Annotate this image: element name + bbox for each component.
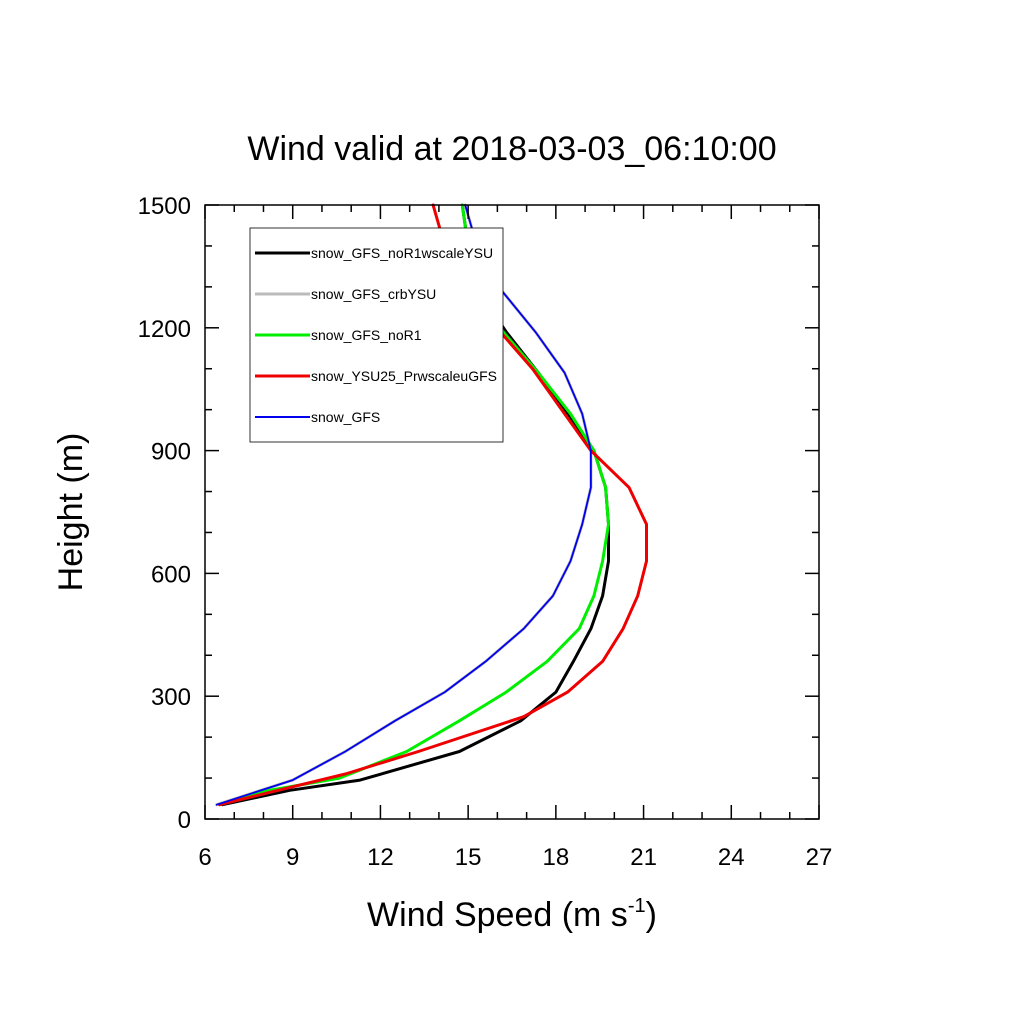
x-tick-label: 21 (630, 844, 657, 871)
series-line-snow_GFS_noR1wscaleYSU (221, 203, 610, 807)
y-axis-label: Height (m) (52, 433, 90, 592)
y-tick-label: 1200 (138, 316, 191, 343)
x-tick-label: 27 (806, 844, 833, 871)
x-tick-label: 24 (718, 844, 745, 871)
x-tick-label: 6 (198, 844, 211, 871)
x-tick-label: 12 (367, 844, 394, 871)
chart-title: Wind valid at 2018-03-03_06:10:00 (247, 130, 776, 168)
x-axis-label: Wind Speed (m s-1) (367, 895, 657, 934)
legend-label: snow_GFS_noR1wscaleYSU (311, 245, 493, 261)
y-tick-label: 900 (151, 439, 191, 466)
legend-label: snow_YSU25_PrwscaleuGFS (311, 368, 497, 384)
x-tick-label: 9 (286, 844, 299, 871)
legend-label: snow_GFS_noR1 (311, 327, 422, 343)
axis-ticks (204, 204, 820, 820)
series-line-snow_GFS (215, 204, 592, 806)
y-tick-label: 1500 (138, 193, 191, 220)
x-tick-label: 15 (455, 844, 482, 871)
plot-frame (204, 204, 820, 820)
axis-tick-labels: 6 9 12 15 18 21 24 27 0 300 600 900 1200 1500 (138, 193, 833, 871)
legend: snow_GFS_noR1wscaleYSU snow_GFS_crbYSUsno… (249, 227, 504, 443)
y-tick-label: 300 (151, 684, 191, 711)
x-tick-label: 18 (543, 844, 570, 871)
legend-label: snow_GFS (311, 409, 380, 425)
y-tick-label: 0 (178, 807, 191, 834)
legend-label: snow_GFS_crbYSU (311, 286, 436, 302)
y-tick-label: 600 (151, 561, 191, 588)
